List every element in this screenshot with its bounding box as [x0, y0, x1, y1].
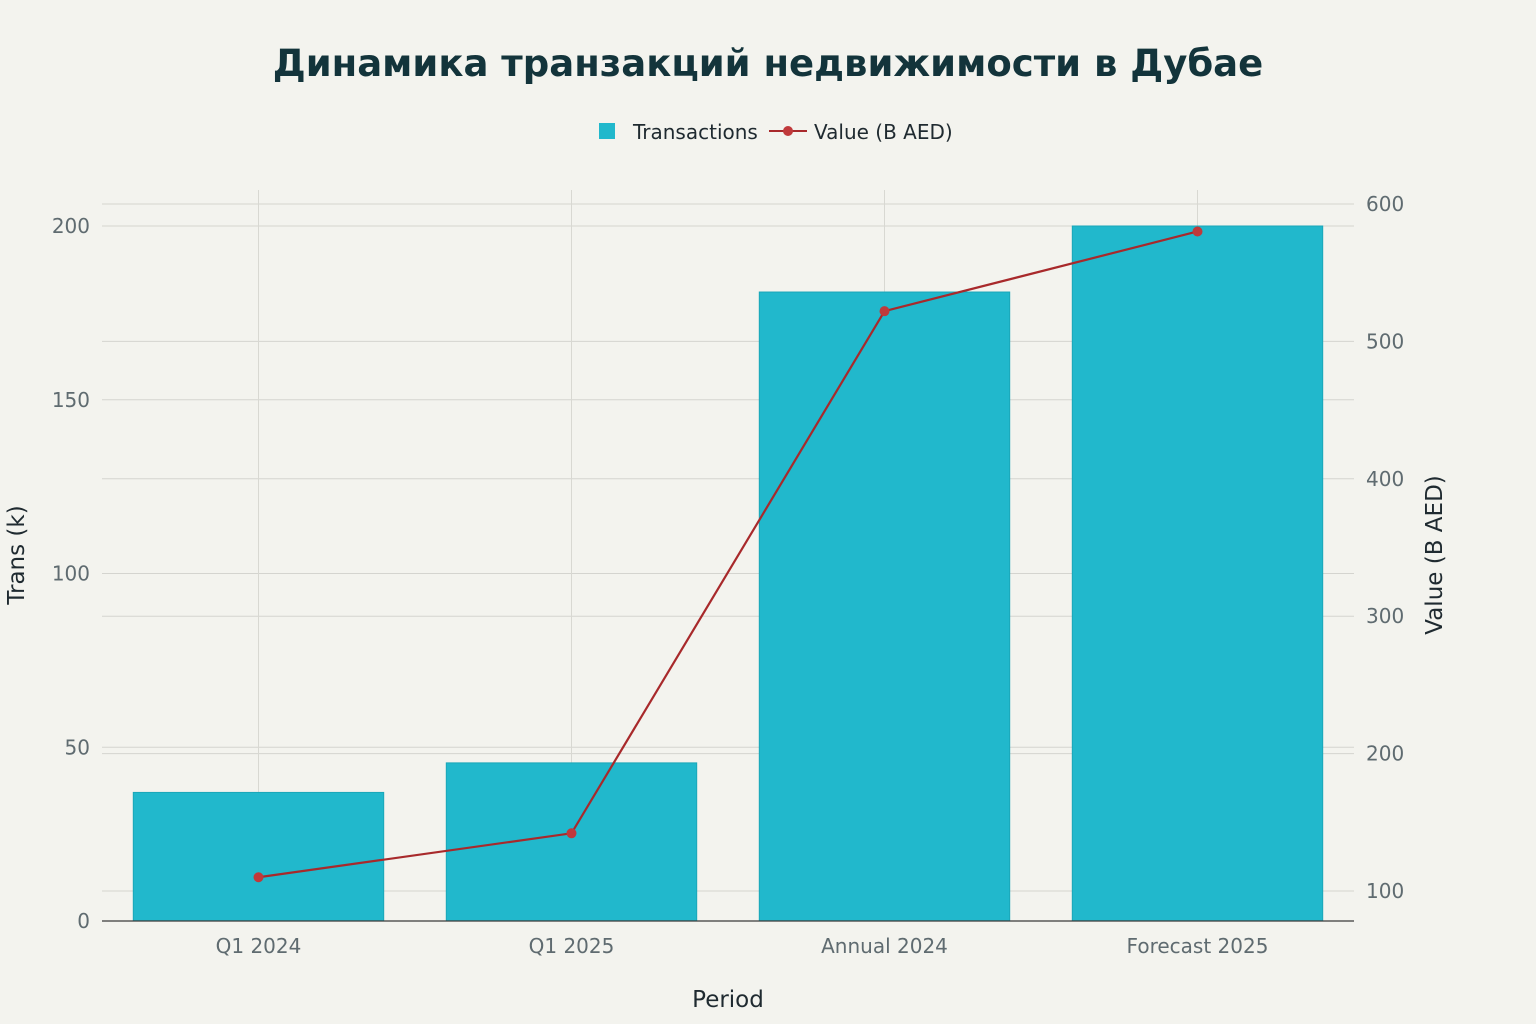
x-tick-label: Forecast 2025: [1127, 934, 1269, 958]
bar-transactions-2: [758, 291, 1011, 922]
bars: [132, 225, 1324, 922]
x-tick-label: Annual 2024: [821, 934, 948, 958]
y-tick-label: 200: [52, 214, 90, 238]
y2-tick-label: 500: [1366, 329, 1404, 353]
x-tick-label: Q1 2025: [529, 934, 615, 958]
value-point-3: [1192, 226, 1203, 237]
y-axis-title: Trans (k): [4, 505, 30, 605]
legend-transactions-swatch: [599, 123, 615, 139]
y2-tick-label: 300: [1366, 604, 1404, 628]
y2-axis-title: Value (B AED): [1422, 475, 1448, 634]
legend-transactions-label: Transactions: [632, 120, 758, 144]
value-point-0: [253, 872, 264, 883]
x-tick-label: Q1 2024: [216, 934, 302, 958]
legend: Transactions Value (B AED): [599, 120, 953, 144]
legend-value-label: Value (B AED): [814, 120, 953, 144]
y-axis-ticks: 0 50 100 150 200: [52, 214, 90, 933]
bar-transactions-3: [1071, 225, 1324, 922]
legend-value-marker: [783, 126, 793, 136]
y2-tick-label: 600: [1366, 192, 1404, 216]
value-line: [258, 230, 1198, 879]
chart-title: Динамика транзакций недвижимости в Дубае: [273, 42, 1263, 85]
bar-transactions-1: [445, 762, 698, 922]
y-tick-label: 0: [77, 909, 90, 933]
y2-tick-label: 200: [1366, 742, 1404, 766]
y2-tick-label: 400: [1366, 467, 1404, 491]
value-point-2: [879, 306, 890, 317]
y-tick-label: 150: [52, 388, 90, 412]
value-line-series: [253, 226, 1203, 883]
y-tick-label: 100: [52, 562, 90, 586]
y-tick-label: 50: [65, 735, 90, 759]
y2-axis-ticks: 100 200 300 400 500 600: [1366, 192, 1404, 903]
x-axis-title: Period: [692, 987, 764, 1013]
x-axis-ticks: Q1 2024 Q1 2025 Annual 2024 Forecast 2025: [216, 934, 1269, 958]
bar-transactions-0: [132, 791, 385, 922]
value-point-1: [566, 828, 577, 839]
y2-tick-label: 100: [1366, 879, 1404, 903]
